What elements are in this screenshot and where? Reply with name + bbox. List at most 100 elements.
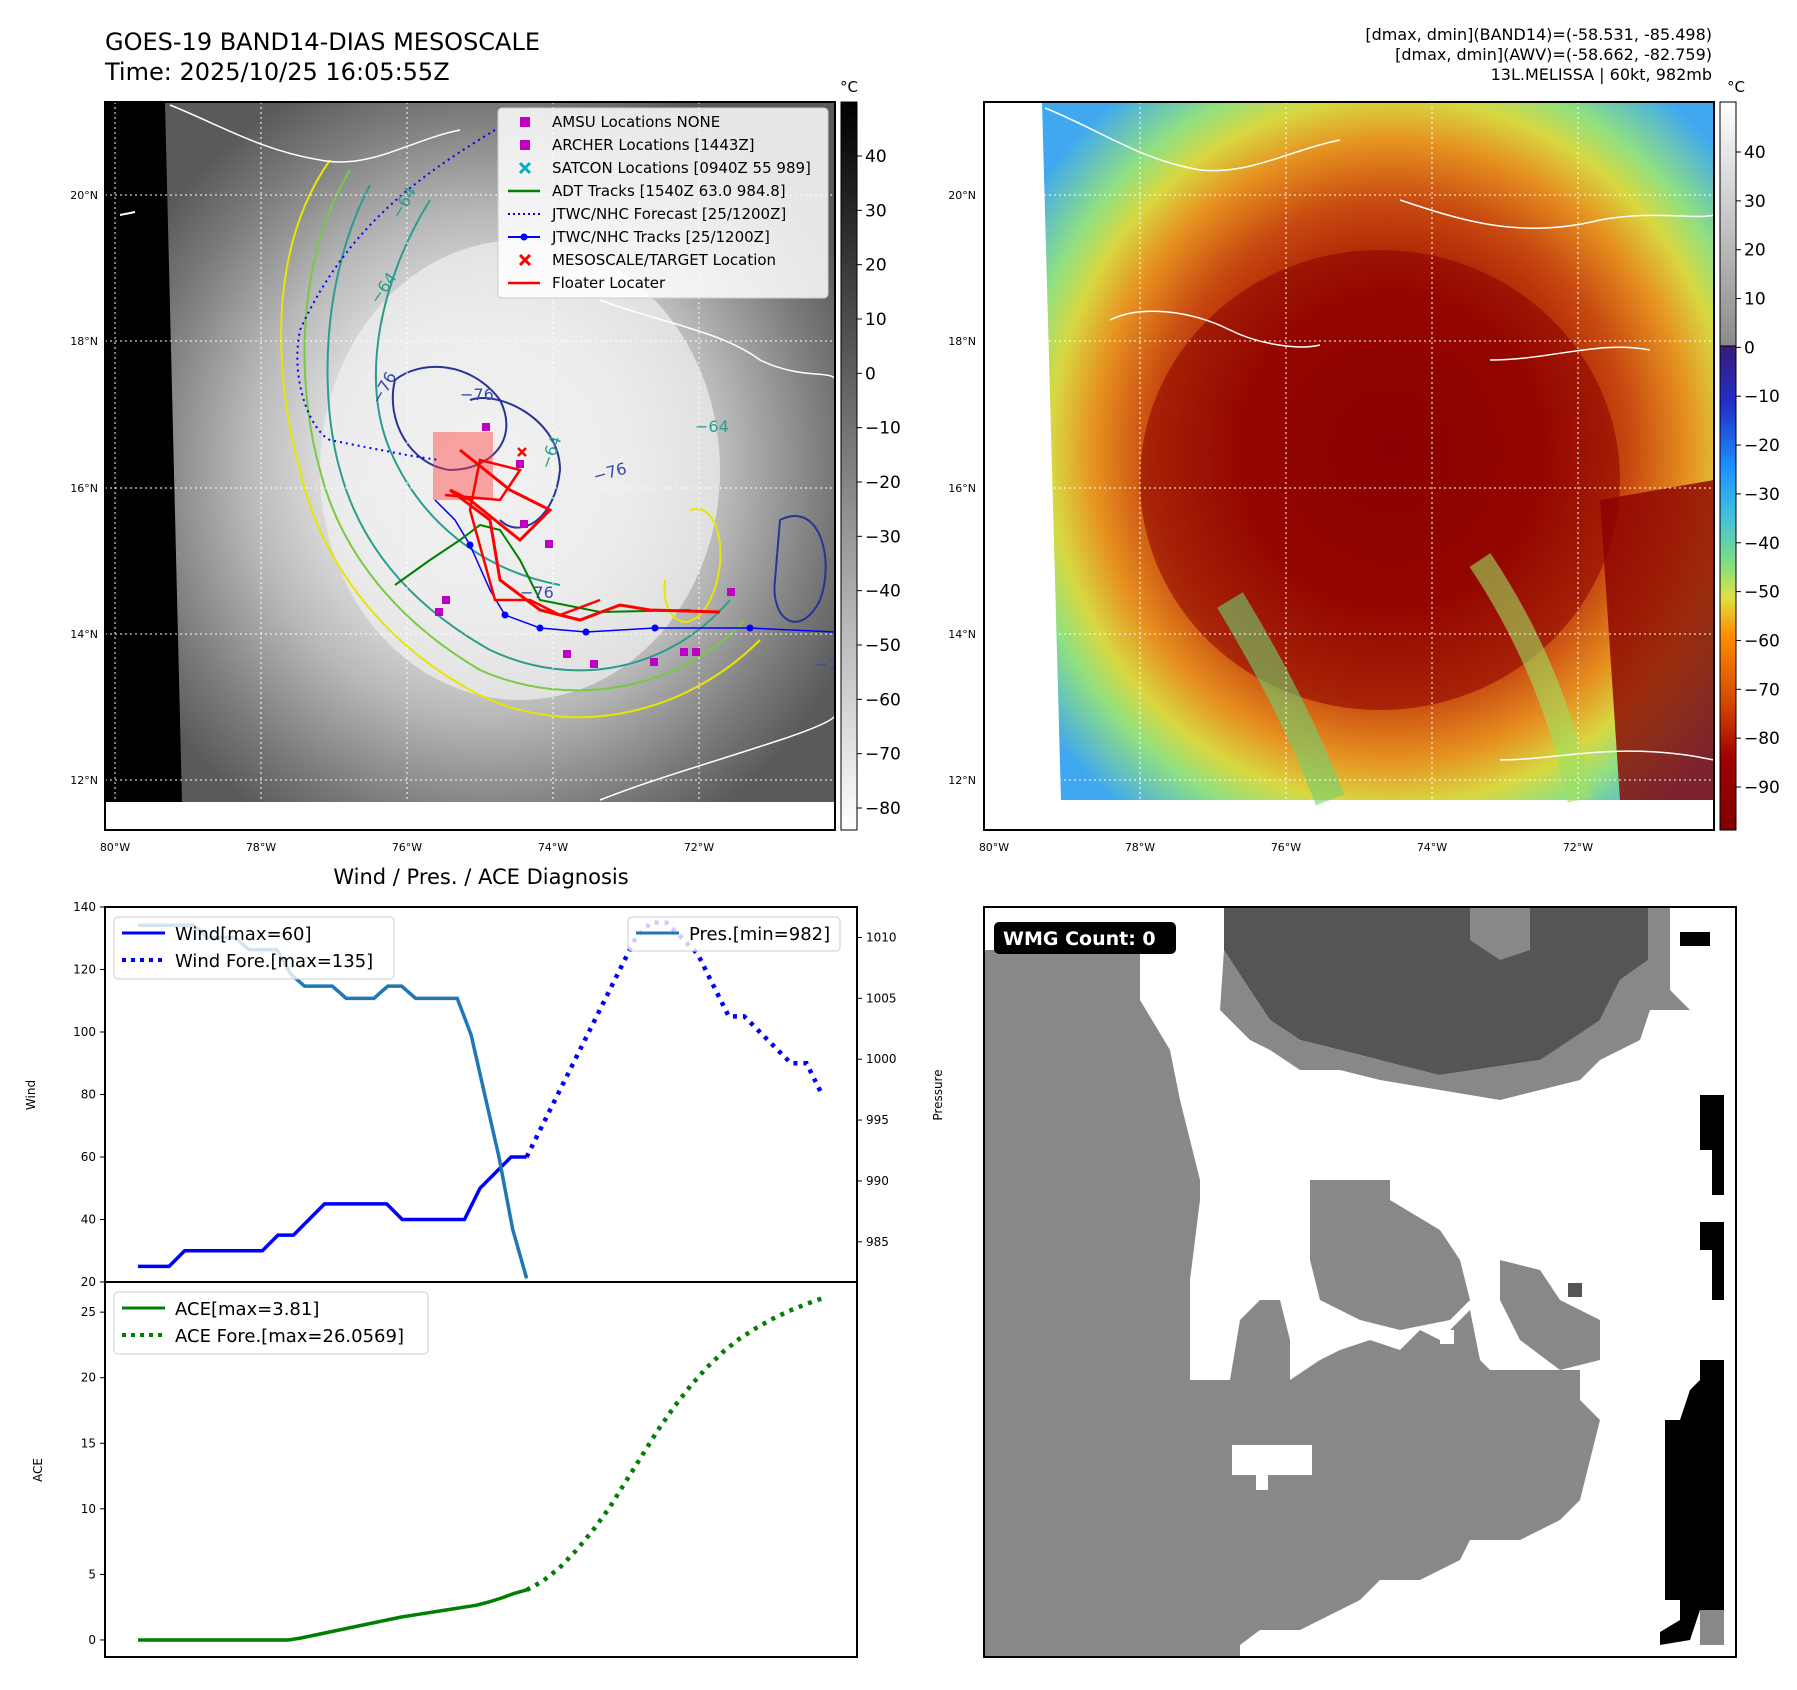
legend-entry: ARCHER Locations [1443Z]	[520, 136, 755, 154]
figure-time: Time: 2025/10/25 16:05:55Z	[104, 58, 450, 86]
colorbar-tick-label: −50	[1744, 583, 1780, 603]
axis-tick-label: 1005	[866, 991, 897, 1005]
legend-label: JTWC/NHC Forecast [25/1200Z]	[551, 205, 786, 223]
colorbar-tick-label: 20	[1744, 241, 1766, 261]
lat-label: 16°N	[70, 482, 98, 495]
series-line-ace-forecast	[525, 1296, 823, 1592]
copyright-text: Copyright © 2020-2025 Dapiya	[108, 809, 387, 828]
lat-label: 16°N	[948, 482, 976, 495]
colorbar-tick-label: −70	[865, 745, 901, 765]
diag-title: Wind / Pres. / ACE Diagnosis	[333, 865, 628, 889]
colorbar-tick-label: −70	[1744, 680, 1780, 700]
axis-tick-label: 990	[866, 1174, 889, 1188]
wind-legend: Wind[max=60] Wind Fore.[max=135]	[113, 916, 395, 980]
colorbar-tick-label: −20	[865, 473, 901, 493]
lon-label: 78°W	[246, 841, 276, 854]
colorbar-tick-label: −10	[865, 419, 901, 439]
colorbar-tick-label: 10	[1744, 290, 1766, 310]
lat-label: 14°N	[948, 628, 976, 641]
wmg-count-badge	[994, 922, 1176, 954]
legend-marker-x	[518, 253, 532, 267]
legend-marker-x	[518, 161, 532, 175]
contour-label: −76	[520, 583, 554, 602]
lon-label: 76°W	[392, 841, 422, 854]
lat-label: 18°N	[70, 335, 98, 348]
legend-entry: SATCON Locations [0940Z 55 989]	[518, 159, 811, 177]
colorbar-tick-label: 40	[865, 147, 887, 167]
info-awv: [dmax, dmin](AWV)=(-58.662, -82.759)	[1395, 45, 1712, 64]
color-map-frame	[983, 101, 1715, 831]
color-map	[984, 102, 1714, 830]
wmg-panel: WMG Count: 0	[983, 906, 1737, 1658]
axis-tick-label: 25	[81, 1305, 96, 1319]
colorbar-tick-label: −30	[1744, 485, 1780, 505]
colorbar-tick-label: 30	[1744, 192, 1766, 212]
colorbar-tick-label: 40	[1744, 143, 1766, 163]
gray-colorbar: °C 40 30 20 10 0 −10 −20 −30 −40 −50 −60 −70 −80	[840, 78, 901, 831]
colorbar-tick-label: −60	[865, 690, 901, 710]
lat-label: 12°N	[70, 774, 98, 787]
colorbar-tick-label: −60	[1744, 631, 1780, 651]
pres-legend-entry: Pres.[min=982]	[689, 924, 830, 945]
lon-label: 74°W	[1417, 841, 1447, 854]
legend-label: ARCHER Locations [1443Z]	[552, 136, 755, 154]
colorbar-tick-label: −30	[865, 527, 901, 547]
wind-legend-entry: Wind[max=60]	[175, 924, 312, 945]
legend-label: JTWC/NHC Tracks [25/1200Z]	[551, 228, 770, 246]
lon-label: 80°W	[979, 841, 1009, 854]
ace-legend-entry: ACE[max=3.81]	[175, 1299, 319, 1320]
colorbar-tick-label: −50	[865, 636, 901, 656]
legend-entry: Floater Locater	[508, 274, 666, 292]
map2-lat-labels: 20°N 18°N 16°N 14°N 12°N	[948, 189, 976, 787]
color-colorbar-unit: °C	[1727, 78, 1745, 96]
map1-lon-labels: 80°W 78°W 76°W 74°W 72°W	[100, 841, 714, 854]
legend-label: MESOSCALE/TARGET Location	[552, 251, 776, 269]
pres-legend: Pres.[min=982]	[627, 916, 841, 952]
legend-entry: ADT Tracks [1540Z 63.0 984.8]	[508, 182, 786, 200]
colorbar-tick-label: 10	[865, 310, 887, 330]
axis-tick-label: 1010	[866, 930, 897, 944]
axis-tick-label: 40	[81, 1213, 96, 1227]
axis-tick-label: 0	[88, 1633, 96, 1647]
lon-label: 76°W	[1271, 841, 1301, 854]
figure-title: GOES-19 BAND14-DIAS MESOSCALE	[105, 28, 540, 56]
lon-label: 72°W	[684, 841, 714, 854]
colorbar-tick-label: 30	[865, 201, 887, 221]
legend-entry: JTWC/NHC Forecast [25/1200Z]	[508, 205, 786, 223]
legend-entry: AMSU Locations NONE	[520, 113, 720, 131]
info-storm: 13L.MELISSA | 60kt, 982mb	[1491, 65, 1712, 84]
map1-lat-labels: 20°N 18°N 16°N 14°N 12°N	[70, 189, 98, 787]
gray-colorbar-unit: °C	[840, 78, 858, 96]
axis-tick-label: 15	[81, 1436, 96, 1450]
info-band14: [dmax, dmin](BAND14)=(-58.531, -85.498)	[1365, 25, 1712, 44]
colorbar-tick-label: −40	[1744, 534, 1780, 554]
lat-label: 20°N	[948, 189, 976, 202]
wmg-dark-region	[1224, 907, 1648, 1075]
legend-label: Floater Locater	[552, 274, 666, 292]
contour-label: −64	[695, 417, 729, 436]
wmg-gray-land	[984, 950, 1600, 1657]
color-colorbar: °C 40 30 20 10 0 −10 −20 −30 −40 −50 −60 −70 −80 −90	[1719, 78, 1780, 831]
ace-plot: 25 20 15 10 5 0 ACE ACE[max=3.81] ACE Fore.[m…	[31, 1281, 858, 1658]
pres-ylabel: Pressure	[931, 1069, 945, 1120]
axis-tick-label: 10	[81, 1502, 96, 1516]
colorbar-tick-label: −90	[1744, 778, 1780, 798]
axis-tick-label: 140	[73, 900, 96, 914]
axis-tick-label: 120	[73, 963, 96, 977]
contour-label: −76	[815, 655, 849, 674]
axis-tick-label: 985	[866, 1235, 889, 1249]
axis-tick-label: 5	[88, 1567, 96, 1581]
axis-tick-label: 20	[81, 1371, 96, 1385]
wind-ylabel: Wind	[24, 1080, 38, 1110]
axis-tick-label: 80	[81, 1088, 96, 1102]
legend-entry: MESOSCALE/TARGET Location	[518, 251, 776, 269]
axis-tick-label: 100	[73, 1025, 96, 1039]
legend-label: SATCON Locations [0940Z 55 989]	[552, 159, 811, 177]
ace-legend: ACE[max=3.81] ACE Fore.[max=26.0569]	[113, 1291, 429, 1355]
colorbar-tick-label: −40	[865, 582, 901, 602]
lat-label: 14°N	[70, 628, 98, 641]
colorbar-tick-label: −10	[1744, 387, 1780, 407]
map2-lon-labels: 80°W 78°W 76°W 74°W 72°W	[979, 841, 1593, 854]
